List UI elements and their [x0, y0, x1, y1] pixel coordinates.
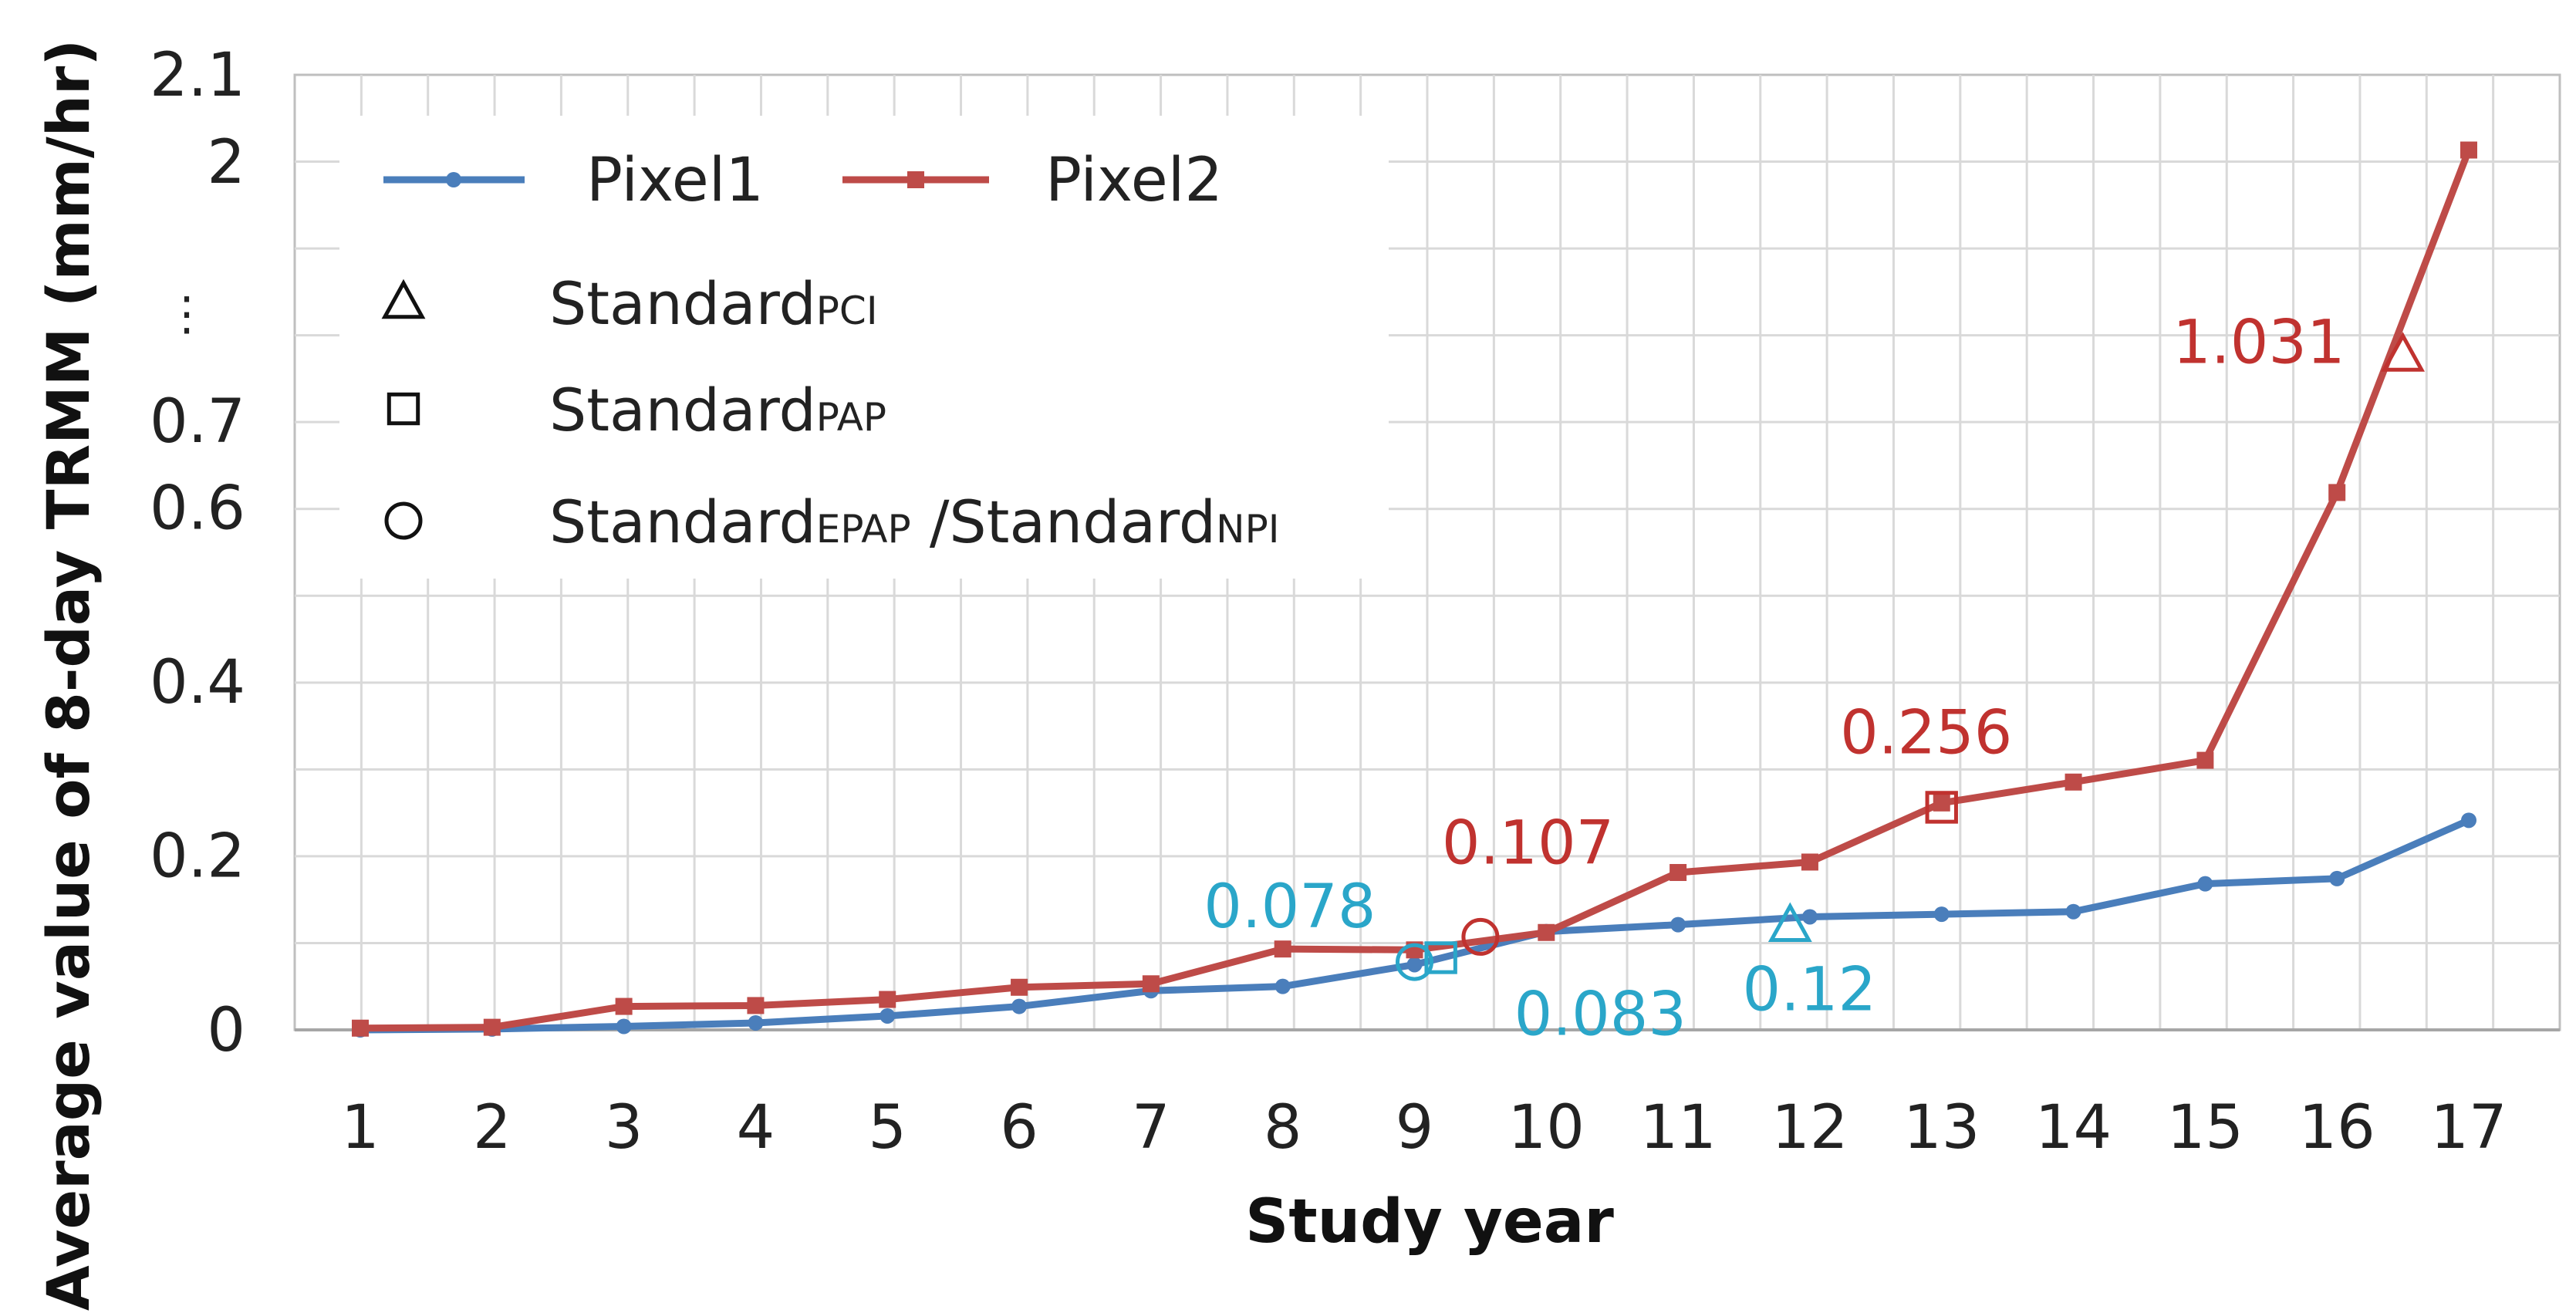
standard-value-label: 0.083 [1514, 980, 1686, 1049]
legend-marker-triangle [381, 278, 426, 319]
standard-marker-circle [1396, 943, 1433, 981]
data-point-pixel1 [1933, 906, 1950, 923]
data-point-pixel1 [2329, 870, 2345, 886]
standard-marker-triangle [2381, 332, 2426, 372]
data-point-pixel2 [1142, 975, 1160, 993]
legend-label-epap: StandardEPAP /StandardNPI [549, 488, 1279, 556]
legend-marker-pixel1 [446, 172, 461, 187]
data-point-pixel2 [2196, 751, 2214, 769]
x-tick-label: 4 [737, 1093, 775, 1163]
data-point-pixel2 [483, 1018, 501, 1036]
data-point-pixel2 [2460, 141, 2477, 159]
x-tick-label: 12 [1771, 1093, 1848, 1163]
legend-label-pap: StandardPAP [549, 376, 886, 444]
data-point-pixel2 [352, 1019, 369, 1037]
standard-marker-triangle [1767, 902, 1812, 943]
series-line-pixel1 [360, 817, 2470, 1034]
y-tick-label: 0.6 [150, 474, 245, 544]
y-tick-label: 2 [207, 128, 245, 197]
x-tick-label: 16 [2299, 1093, 2375, 1163]
data-point-pixel2 [747, 997, 765, 1014]
y-tick-label: 0.2 [150, 822, 245, 892]
x-tick-label: 8 [1264, 1093, 1302, 1163]
data-point-pixel2 [615, 997, 633, 1015]
x-tick-label: 3 [605, 1093, 643, 1163]
x-tick-label: 17 [2430, 1093, 2507, 1163]
standard-value-label: 1.031 [2173, 308, 2345, 377]
legend-label-pixel2: Pixel2 [1045, 146, 1223, 215]
legend-marker-square [387, 392, 420, 426]
standard-value-label: 0.078 [1204, 873, 1376, 942]
x-tick-label: 6 [1000, 1093, 1038, 1163]
x-tick-label: 15 [2167, 1093, 2243, 1163]
standard-value-label: 0.12 [1742, 956, 1876, 1025]
x-tick-label: 1 [341, 1093, 380, 1163]
data-point-pixel2 [1801, 853, 1818, 871]
legend-background [339, 116, 1389, 579]
data-point-pixel1 [1670, 916, 1686, 933]
standard-marker-square [1424, 941, 1457, 974]
x-tick-label: 11 [1639, 1093, 1716, 1163]
x-tick-label: 10 [1508, 1093, 1585, 1163]
x-tick-label: 13 [1903, 1093, 1980, 1163]
data-point-pixel2 [1933, 794, 1950, 812]
legend-label-pixel1: Pixel1 [586, 146, 764, 215]
x-axis-label: Study year [1245, 1187, 1614, 1257]
data-point-pixel2 [879, 991, 896, 1008]
data-point-pixel1 [2065, 903, 2081, 920]
data-point-pixel1 [1801, 909, 1818, 925]
y-tick-label: ⋮ [164, 287, 210, 341]
standard-value-label: 0.107 [1442, 808, 1614, 878]
data-point-pixel2 [1670, 863, 1687, 881]
legend-label-pci: StandardPCI [549, 269, 878, 338]
data-point-pixel2 [2065, 773, 2082, 791]
data-point-pixel1 [1406, 957, 1423, 973]
x-tick-label: 14 [2035, 1093, 2112, 1163]
data-point-pixel1 [1011, 998, 1028, 1014]
data-point-pixel2 [1274, 940, 1291, 958]
x-tick-label: 7 [1132, 1093, 1170, 1163]
y-tick-label: 0.7 [150, 387, 245, 457]
y-tick-label: 0 [207, 996, 245, 1065]
legend-marker-circle [384, 501, 423, 540]
standard-value-label: 0.256 [1840, 698, 2012, 768]
y-tick-label: 2.1 [150, 41, 245, 110]
data-point-pixel2 [2328, 484, 2346, 501]
data-point-pixel2 [1538, 923, 1555, 941]
data-point-pixel2 [1011, 978, 1028, 996]
standard-markers: 0.078 0.083 0.12 0.107 0.256 1.031 [1204, 308, 2426, 1049]
data-point-pixel1 [1274, 978, 1291, 994]
data-point-pixel1 [2197, 876, 2213, 892]
data-point-pixel1 [879, 1008, 896, 1024]
x-tick-label: 9 [1396, 1093, 1434, 1163]
axes: 1 2 3 4 5 6 7 8 9 10 11 12 13 14 15 16 1700.20.40.60.7⋮2… [150, 41, 2560, 1163]
legend-marker-pixel2 [907, 171, 924, 188]
x-tick-label: 2 [473, 1093, 511, 1163]
standard-marker-circle [1461, 917, 1500, 956]
y-axis-label: Average value of 8-day TRMM (mm/hr) [34, 39, 103, 1311]
x-tick-label: 5 [868, 1093, 906, 1163]
standard-marker-square [1925, 791, 1958, 824]
data-point-pixel1 [616, 1018, 632, 1035]
y-tick-label: 0.4 [150, 648, 245, 717]
legend: Pixel1 Pixel2 StandardPCI StandardPAP Standa… [339, 116, 1389, 579]
data-point-pixel1 [2461, 812, 2476, 829]
data-point-pixel1 [748, 1014, 764, 1031]
series-lines [352, 141, 2477, 1038]
